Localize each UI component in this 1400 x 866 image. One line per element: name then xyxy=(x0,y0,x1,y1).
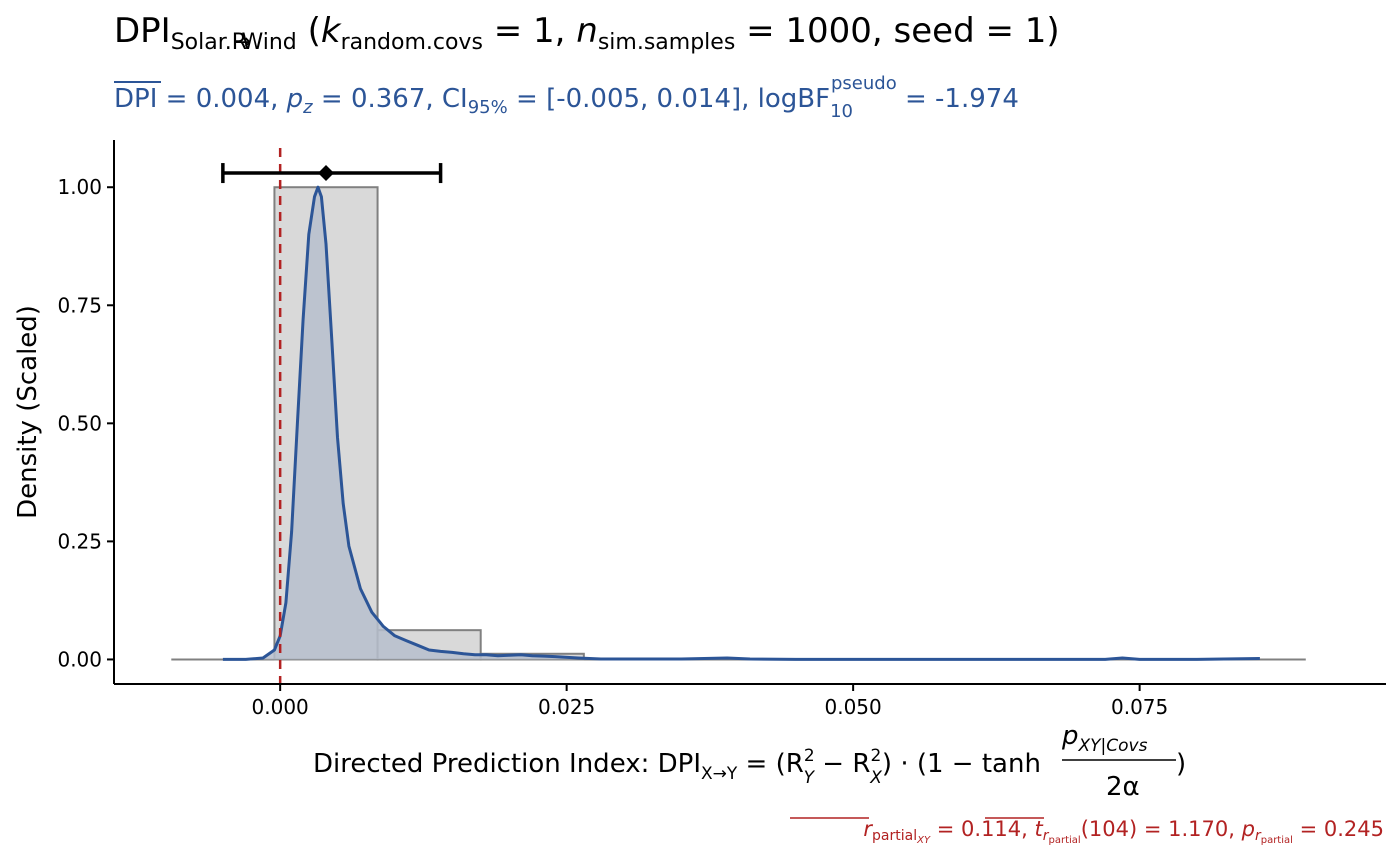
y-axis-title: Density (Scaled) xyxy=(13,305,43,519)
x-tick-label: 0.000 xyxy=(252,695,309,719)
x-axis-title: Directed Prediction Index: DPIX→Y = (R2 Y… xyxy=(313,721,1186,802)
x-tick-label: 0.050 xyxy=(825,695,882,719)
svg-text:Directed Prediction Index: DPI: Directed Prediction Index: DPIX→Y = (R2 Y… xyxy=(313,746,1041,788)
density-line xyxy=(222,185,1260,661)
x-tick-label: 0.075 xyxy=(1111,695,1168,719)
x-tick-label: 0.025 xyxy=(538,695,595,719)
y-tick-label: 0.25 xyxy=(57,529,102,553)
chart-subtitle: DPI = 0.004, pz = 0.367, CI95% = [-0.005… xyxy=(114,73,1019,122)
chart-caption: rpartialXY = 0.114, trpartial(104) = 1.1… xyxy=(790,817,1384,846)
svg-text:): ) xyxy=(1176,749,1186,779)
y-axis-ticks: 0.00 0.25 0.50 0.75 1.00 xyxy=(57,175,114,671)
y-tick-label: 0.75 xyxy=(57,293,102,317)
chart-title: DPISolar.R→Wind (krandom.covs = 1, nsim.… xyxy=(114,11,1060,55)
interval-mean-marker xyxy=(318,165,334,182)
svg-text:2α: 2α xyxy=(1106,772,1140,802)
svg-text:rpartialXY = 0.114, trpartial(: rpartialXY = 0.114, trpartial(104) = 1.1… xyxy=(863,817,1384,846)
density-area xyxy=(222,187,1260,660)
y-tick-label: 0.50 xyxy=(57,411,102,435)
svg-text:pXY|Covs: pXY|Covs xyxy=(1061,721,1148,756)
x-axis-ticks: 0.000 0.025 0.050 0.075 xyxy=(252,684,1168,719)
y-tick-label: 0.00 xyxy=(57,647,102,671)
y-tick-label: 1.00 xyxy=(57,175,102,199)
confidence-interval xyxy=(221,163,443,184)
